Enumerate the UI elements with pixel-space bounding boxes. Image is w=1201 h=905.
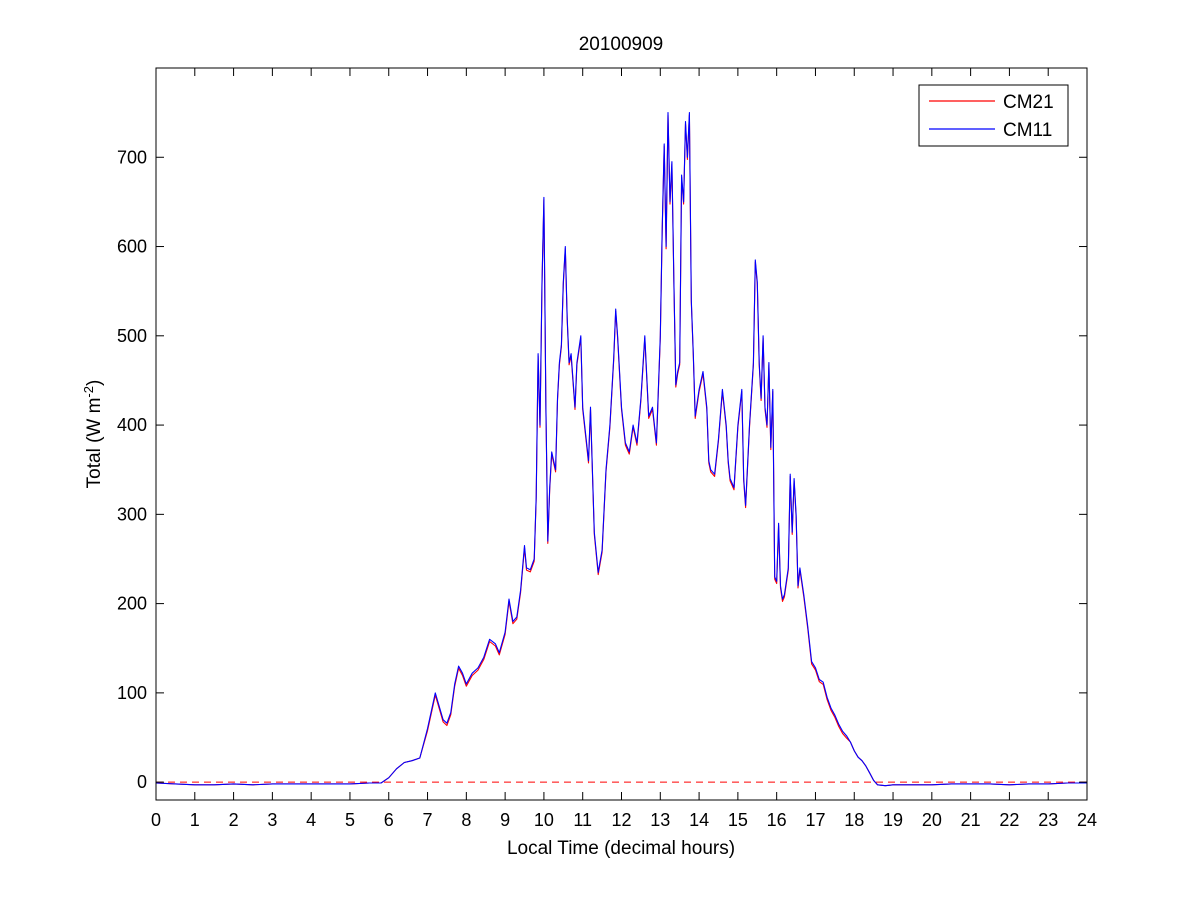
x-tick-label: 19 [883, 810, 903, 830]
x-tick-label: 5 [345, 810, 355, 830]
x-tick-label: 2 [229, 810, 239, 830]
x-tick-label: 9 [500, 810, 510, 830]
x-tick-label: 15 [728, 810, 748, 830]
x-tick-label: 13 [650, 810, 670, 830]
y-tick-label: 700 [117, 147, 147, 167]
y-axis-title: Total (W m-2) [81, 380, 106, 489]
series-line-cm11 [155, 112, 1087, 787]
x-tick-label: 1 [190, 810, 200, 830]
x-tick-label: 10 [534, 810, 554, 830]
y-tick-label: 300 [117, 504, 147, 524]
x-tick-label: 11 [573, 810, 592, 830]
x-tick-label: 18 [844, 810, 864, 830]
x-tick-label: 4 [306, 810, 316, 830]
plot-area [155, 112, 1087, 787]
x-tick-label: 12 [611, 810, 631, 830]
x-tick-label: 24 [1077, 810, 1097, 830]
y-axis-title-exponent: -2 [81, 386, 96, 398]
x-tick-label: 6 [384, 810, 394, 830]
y-tick-label: 200 [117, 594, 147, 614]
x-tick-label: 23 [1038, 810, 1058, 830]
chart-title: 20100909 [579, 34, 664, 55]
x-tick-label: 22 [999, 810, 1019, 830]
x-tick-label: 14 [689, 810, 709, 830]
x-tick-label: 7 [423, 810, 433, 830]
y-tick-label: 500 [117, 326, 147, 346]
x-tick-label: 17 [805, 810, 825, 830]
y-axis-title-close: ) [84, 380, 105, 386]
x-tick-label: 20 [922, 810, 942, 830]
x-tick-label: 16 [767, 810, 787, 830]
legend: CM21 CM11 [918, 84, 1069, 147]
y-tick-label: 600 [117, 237, 147, 257]
y-tick-label: 100 [117, 683, 147, 703]
x-tick-label: 3 [267, 810, 277, 830]
y-tick-label: 400 [117, 415, 147, 435]
series-line-cm21 [155, 114, 1087, 787]
x-tick-label: 21 [961, 810, 981, 830]
legend-box [918, 84, 1069, 147]
axes: 0 1 2 3 4 5 6 7 8 9 10 11 12 13 14 15 16 17 18 19 20 21 22 23 24… [117, 67, 1097, 830]
x-tick-label: 8 [461, 810, 471, 830]
legend-label-cm21: CM21 [1003, 92, 1054, 113]
y-tick-label: 0 [137, 772, 147, 792]
plot-frame [155, 67, 1088, 801]
y-axis-title-main: Total (W m [84, 398, 105, 489]
legend-label-cm11: CM11 [1003, 120, 1052, 141]
x-tick-label: 0 [151, 810, 161, 830]
x-axis-title: Local Time (decimal hours) [507, 838, 735, 859]
